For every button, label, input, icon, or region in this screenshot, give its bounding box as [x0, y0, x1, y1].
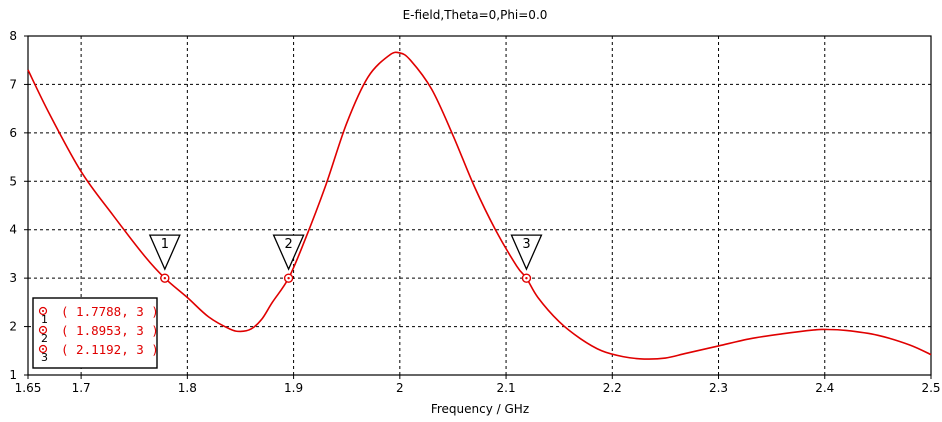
y-tick-label: 3 [9, 271, 17, 285]
marker-flag-number: 1 [161, 237, 169, 252]
marker-layer: 1 2 3 [148, 234, 543, 283]
x-tick-label: 1.7 [72, 381, 91, 395]
marker-flag [148, 234, 181, 271]
y-tick-label: 2 [9, 320, 17, 334]
marker-point-center [525, 276, 528, 280]
legend-entry: ( 1.7788, 3 ) [61, 304, 159, 319]
legend-box [32, 297, 158, 369]
marker-point-center [287, 276, 290, 280]
y-tick-label: 7 [9, 77, 17, 91]
e-field-curve [27, 51, 932, 360]
x-tick-label: 2.2 [603, 381, 622, 395]
curve-layer [27, 51, 932, 360]
y-tick-label: 8 [9, 29, 17, 43]
x-tick-label: 2 [396, 381, 404, 395]
grid-layer [28, 36, 931, 375]
legend-marker-number: 2 [41, 332, 48, 345]
legend-marker-number: 3 [41, 351, 48, 364]
x-tick-label: 2.4 [815, 381, 834, 395]
legend-entry: ( 1.8953, 3 ) [61, 323, 159, 338]
marker-point-center [163, 276, 167, 280]
plot-frame [27, 35, 932, 376]
x-tick-label: 1.8 [178, 381, 197, 395]
legend-marker-number: 1 [41, 313, 48, 326]
marker-flag [272, 234, 305, 271]
axis-layer: 1.65 1.7 1.8 1.9 2 2.1 2.2 2.3 2.4 2.5 1 2 3 4 5 6 7 8 [9, 29, 940, 395]
x-tick-label: 2.3 [709, 381, 728, 395]
x-tick-label: 2.5 [921, 381, 940, 395]
legend-marker-icon-center [42, 348, 44, 350]
x-tick-label: 1.65 [15, 381, 42, 395]
y-tick-label: 1 [9, 368, 17, 382]
x-axis-label: Frequency / GHz [431, 402, 529, 416]
y-tick-label: 5 [9, 174, 17, 188]
legend: 1 ( 1.7788, 3 ) 2 ( 1.8953, 3 ) 3 ( 2.1192, 3… [32, 297, 159, 369]
x-tick-label: 2.1 [497, 381, 516, 395]
y-tick-label: 4 [9, 223, 17, 237]
marker-flag [510, 234, 543, 271]
y-tick-label: 6 [9, 126, 17, 140]
marker-flag-number: 3 [522, 237, 530, 252]
chart-title: E-field,Theta=0,Phi=0.0 [403, 8, 548, 22]
legend-entry: ( 2.1192, 3 ) [61, 342, 159, 357]
x-tick-label: 1.9 [284, 381, 303, 395]
legend-marker-icon-center [42, 329, 44, 331]
marker-flag-number: 2 [284, 237, 292, 252]
legend-marker-icon-center [42, 310, 44, 312]
